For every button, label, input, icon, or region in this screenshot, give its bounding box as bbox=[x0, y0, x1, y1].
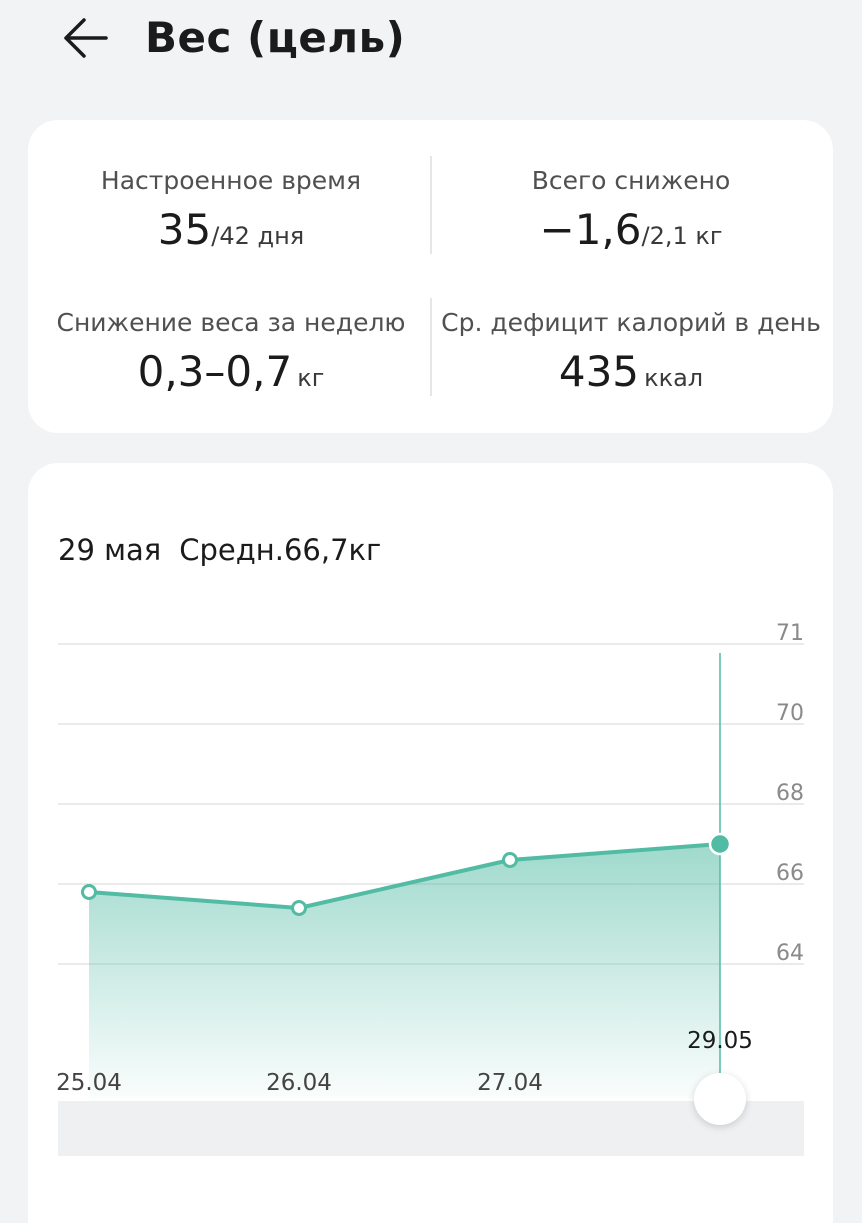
chart-scroller-track[interactable] bbox=[58, 1101, 804, 1156]
total-lost-goal: /2,1 кг bbox=[641, 222, 723, 250]
average-weight: Средн.66,7кг bbox=[179, 533, 382, 567]
weekly-loss-label: Снижение веса за неделю bbox=[56, 308, 406, 337]
configured-time-stat: Настроенное время 35/42 дня bbox=[36, 164, 426, 265]
avg-deficit-label: Ср. дефицит калорий в день bbox=[441, 308, 821, 337]
page-title: Вес (цель) bbox=[145, 13, 406, 62]
total-lost-stat: Всего снижено −1,6/2,1 кг bbox=[436, 164, 826, 265]
back-arrow-icon bbox=[64, 18, 108, 58]
total-lost-value: −1,6/2,1 кг bbox=[436, 204, 826, 265]
data-point-selected bbox=[708, 832, 732, 856]
selected-x-label: 29.05 bbox=[687, 1028, 753, 1054]
summary-divider-bottom bbox=[430, 298, 432, 396]
goal-summary-card: Настроенное время 35/42 дня Всего снижен… bbox=[28, 120, 833, 433]
back-button[interactable] bbox=[56, 10, 116, 66]
weekly-loss-unit: кг bbox=[297, 364, 325, 392]
summary-divider-top bbox=[430, 156, 432, 254]
weekly-loss-range: 0,3–0,7 bbox=[137, 347, 293, 396]
weekly-loss-stat: Снижение веса за неделю 0,3–0,7 кг bbox=[36, 306, 426, 407]
configured-time-value: 35/42 дня bbox=[36, 204, 426, 265]
area-fill bbox=[89, 844, 720, 1098]
total-lost-label: Всего снижено bbox=[531, 166, 731, 195]
y-tick-label: 68 bbox=[776, 781, 804, 806]
weight-chart[interactable]: 71 70 68 66 64 25.04 26.04 27.04 29.05 bbox=[28, 463, 833, 1163]
avg-deficit-unit: ккал bbox=[644, 364, 704, 392]
total-lost-amount: −1,6 bbox=[539, 205, 642, 254]
chart-scroll-handle[interactable] bbox=[694, 1073, 746, 1125]
weight-chart-card: 29 мая Средн.66,7кг 71 70 68 66 64 25.04 26.04 2… bbox=[28, 463, 833, 1223]
configured-time-total: /42 дня bbox=[211, 222, 305, 250]
avg-deficit-amount: 435 bbox=[558, 347, 640, 396]
avg-deficit-stat: Ср. дефицит калорий в день 435 ккал bbox=[436, 306, 826, 407]
configured-time-label: Настроенное время bbox=[100, 166, 362, 195]
data-point bbox=[502, 852, 518, 868]
app-header: Вес (цель) bbox=[0, 0, 862, 90]
x-tick-label: 26.04 bbox=[266, 1070, 332, 1096]
weekly-loss-value: 0,3–0,7 кг bbox=[36, 346, 426, 407]
data-point bbox=[81, 884, 97, 900]
chart-header: 29 мая Средн.66,7кг bbox=[58, 533, 381, 567]
selected-date: 29 мая bbox=[58, 533, 162, 567]
y-tick-label: 66 bbox=[776, 861, 804, 886]
x-tick-label: 27.04 bbox=[477, 1070, 543, 1096]
y-tick-label: 71 bbox=[776, 621, 804, 646]
x-tick-label: 25.04 bbox=[56, 1070, 122, 1096]
weight-series-line bbox=[87, 842, 722, 910]
configured-time-days: 35 bbox=[157, 205, 212, 254]
y-tick-label: 64 bbox=[776, 941, 804, 966]
y-tick-label: 70 bbox=[776, 701, 804, 726]
avg-deficit-value: 435 ккал bbox=[436, 346, 826, 407]
data-point bbox=[291, 900, 307, 916]
